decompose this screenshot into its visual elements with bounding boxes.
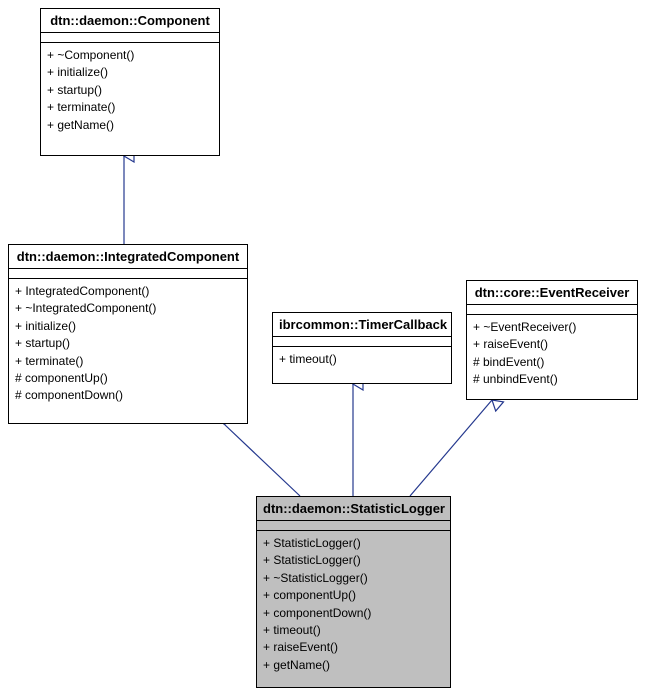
class-statistic-logger: dtn::daemon::StatisticLogger + Statistic… [256,496,451,688]
class-integrated-component-title: dtn::daemon::IntegratedComponent [9,245,247,269]
class-statistic-logger-title: dtn::daemon::StatisticLogger [257,497,450,521]
method-row: + raiseEvent() [473,336,631,353]
class-timer-callback: ibrcommon::TimerCallback + timeout() [272,312,452,384]
method-row: + raiseEvent() [263,639,444,656]
class-timer-callback-methods: + timeout() [273,347,451,372]
method-row: + terminate() [15,353,241,370]
method-row: + initialize() [47,64,213,81]
class-integrated-component: dtn::daemon::IntegratedComponent + Integ… [8,244,248,424]
class-component-attrs [41,33,219,43]
class-event-receiver: dtn::core::EventReceiver + ~EventReceive… [466,280,638,400]
inheritance-edge [410,400,492,496]
method-row: + getName() [47,117,213,134]
method-row: # unbindEvent() [473,371,631,388]
method-row: + terminate() [47,99,213,116]
class-component-methods: + ~Component()+ initialize()+ startup()+… [41,43,219,138]
method-row: + startup() [47,82,213,99]
method-row: + componentDown() [263,605,444,622]
class-statistic-logger-attrs [257,521,450,531]
method-row: + getName() [263,657,444,674]
method-row: + IntegratedComponent() [15,283,241,300]
class-event-receiver-title: dtn::core::EventReceiver [467,281,637,305]
method-row: + StatisticLogger() [263,535,444,552]
method-row: + ~EventReceiver() [473,319,631,336]
class-integrated-component-attrs [9,269,247,279]
method-row: # componentUp() [15,370,241,387]
uml-canvas: dtn::daemon::Component + ~Component()+ i… [0,0,645,696]
class-timer-callback-attrs [273,337,451,347]
method-row: + ~StatisticLogger() [263,570,444,587]
method-row: + startup() [15,335,241,352]
class-component-title: dtn::daemon::Component [41,9,219,33]
method-row: + StatisticLogger() [263,552,444,569]
method-row: + ~IntegratedComponent() [15,300,241,317]
method-row: + componentUp() [263,587,444,604]
class-statistic-logger-methods: + StatisticLogger()+ StatisticLogger()+ … [257,531,450,678]
method-row: + ~Component() [47,47,213,64]
method-row: + timeout() [279,351,445,368]
class-integrated-component-methods: + IntegratedComponent()+ ~IntegratedComp… [9,279,247,409]
class-event-receiver-methods: + ~EventReceiver()+ raiseEvent()# bindEv… [467,315,637,393]
method-row: # componentDown() [15,387,241,404]
method-row: # bindEvent() [473,354,631,371]
class-event-receiver-attrs [467,305,637,315]
inheritance-edge [224,424,300,496]
method-row: + timeout() [263,622,444,639]
method-row: + initialize() [15,318,241,335]
class-component: dtn::daemon::Component + ~Component()+ i… [40,8,220,156]
class-timer-callback-title: ibrcommon::TimerCallback [273,313,451,337]
